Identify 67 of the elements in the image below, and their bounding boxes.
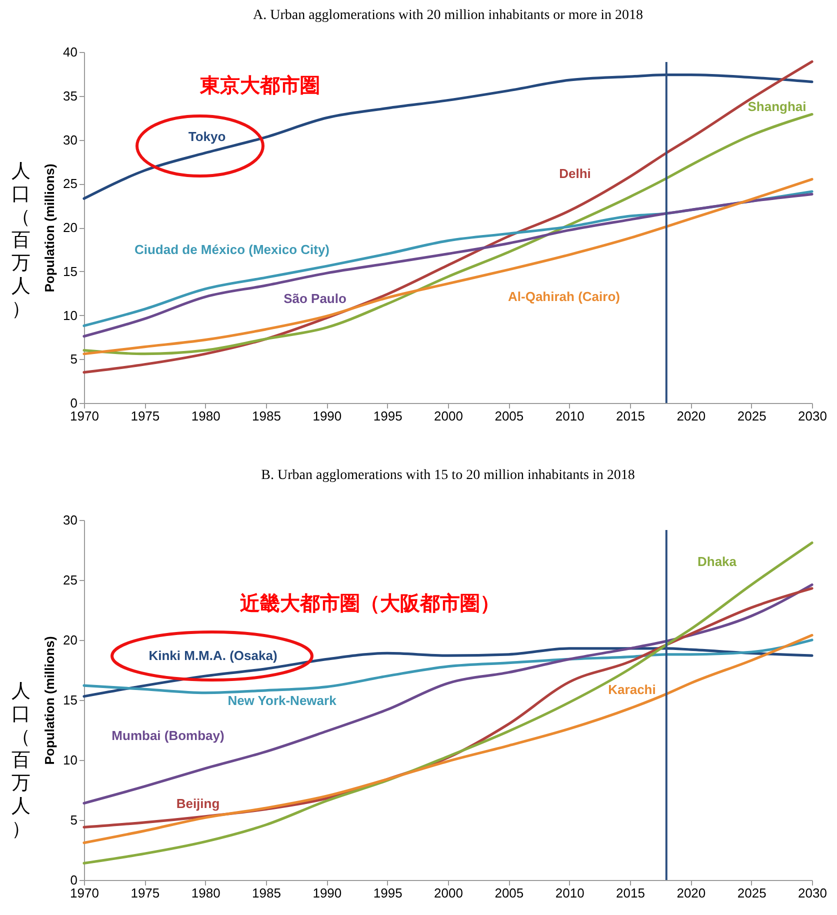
- y-tick-label: 20: [63, 632, 78, 648]
- y-tick-label: 40: [63, 44, 78, 60]
- series-label: Beijing: [176, 796, 220, 811]
- y-tick-label: 10: [63, 308, 78, 323]
- x-tick-label: 2025: [737, 886, 766, 900]
- line-series: [82, 113, 814, 356]
- annotation: 東京大都市圏: [199, 73, 320, 97]
- x-tick-label: 2005: [494, 408, 524, 424]
- line-series: [82, 178, 814, 356]
- series-label: Dhaka: [697, 554, 738, 569]
- x-tick-label: 2025: [737, 408, 766, 424]
- y-tick-label: 35: [63, 88, 78, 104]
- series-label: Al-Qahirah (Cairo): [508, 289, 620, 304]
- x-tick-label: 1975: [130, 408, 160, 424]
- x-tick-label: 2030: [798, 408, 827, 424]
- series-label: Shanghai: [748, 99, 806, 114]
- series-label: Ciudad de México (Mexico City): [134, 242, 330, 257]
- y-tick-label: 30: [63, 132, 78, 148]
- chart-title: B. Urban agglomerations with 15 to 20 million inhabitants in 2018: [261, 468, 635, 483]
- series-label: Karachi: [608, 682, 656, 697]
- x-tick-label: 2020: [676, 886, 706, 900]
- series-label: Mumbai (Bombay): [112, 728, 224, 743]
- y-tick-label: 25: [63, 176, 78, 192]
- series-label: Kinki M.M.A. (Osaka): [148, 648, 278, 663]
- x-tick-label: 1970: [70, 886, 99, 900]
- x-tick-label: 1985: [252, 408, 281, 424]
- y-axis-title: Population (millions): [42, 636, 58, 765]
- line-series: [82, 542, 814, 864]
- series-label: Delhi: [559, 166, 591, 181]
- y-tick-label: 5: [70, 352, 78, 367]
- x-tick-label: 2010: [555, 886, 584, 900]
- series-label: São Paulo: [284, 291, 346, 306]
- y-tick-label: 15: [63, 264, 78, 279]
- x-tick-label: 2015: [616, 408, 645, 424]
- x-tick-label: 1970: [70, 408, 99, 424]
- line-series: [82, 638, 814, 694]
- chart-title: A. Urban agglomerations with 20 million inhabitants or more in 2018: [253, 8, 643, 23]
- y-axis-title: Population (millions): [42, 164, 58, 292]
- text: 人口（百万人）: [10, 160, 32, 321]
- annotation: 近畿大都市圏（大阪都市圏）: [239, 591, 500, 615]
- y-tick-label: 5: [70, 812, 78, 828]
- x-tick-label: 1990: [312, 886, 342, 900]
- line-series: [82, 634, 814, 844]
- y-tick-label: 20: [63, 220, 78, 235]
- y-tick-label: 10: [63, 752, 78, 768]
- x-tick-label: 1990: [312, 408, 342, 424]
- x-tick-label: 2000: [434, 886, 463, 900]
- x-tick-label: 2005: [494, 886, 524, 900]
- y-tick-label: 0: [70, 872, 78, 888]
- x-tick-label: 1980: [191, 408, 220, 424]
- x-tick-label: 1985: [252, 886, 281, 900]
- x-tick-label: 2000: [434, 408, 463, 424]
- x-tick-label: 1975: [130, 886, 160, 900]
- x-tick-label: 2020: [676, 408, 706, 424]
- x-tick-label: 1980: [191, 886, 220, 900]
- x-tick-label: 2030: [798, 886, 827, 900]
- x-tick-label: 1995: [373, 886, 402, 900]
- x-tick-label: 2010: [555, 408, 584, 424]
- y-tick-label: 25: [63, 572, 78, 588]
- y-tick-label: 30: [63, 512, 78, 528]
- text: 人口（百万人）: [10, 680, 32, 841]
- x-tick-label: 1995: [373, 408, 402, 424]
- y-tick-label: 15: [63, 692, 78, 708]
- series-label: Tokyo: [188, 129, 226, 144]
- series-label: New York-Newark: [228, 693, 338, 708]
- x-tick-label: 2015: [616, 886, 645, 900]
- y-tick-label: 0: [70, 396, 78, 410]
